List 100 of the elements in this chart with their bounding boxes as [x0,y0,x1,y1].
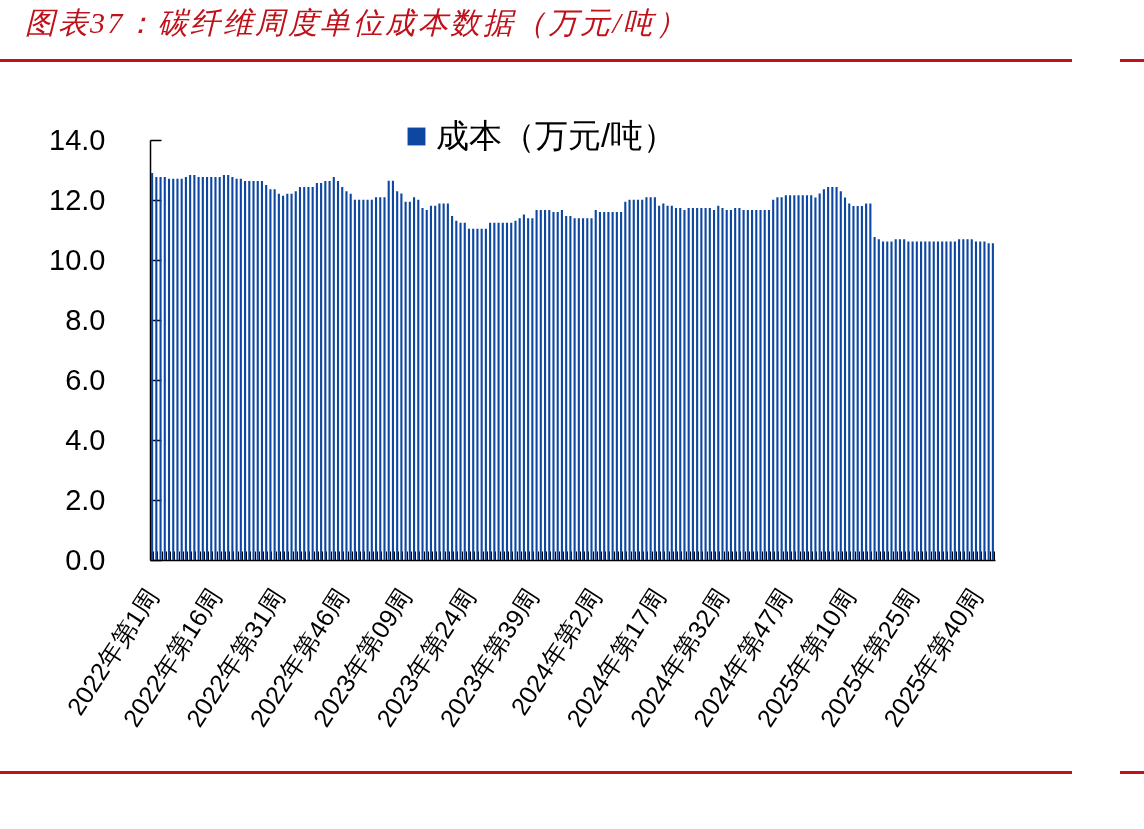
bar [903,239,906,560]
bar [742,209,745,560]
bar [560,209,563,560]
bar [252,181,255,560]
bar [476,228,479,560]
bar [328,181,331,560]
bar [400,193,403,560]
bar [269,189,272,560]
bar [641,199,644,560]
bar [835,187,838,560]
bar [776,197,779,560]
bar [974,241,978,560]
bar [244,181,247,560]
bar [180,178,183,560]
bar [349,193,352,560]
bar [260,181,264,560]
bar [193,175,196,560]
bar [480,228,483,560]
bar [222,175,225,560]
bar [286,193,289,560]
bar [843,197,847,560]
bar [924,241,927,560]
bar [442,203,445,560]
bar [493,222,496,560]
bar [189,175,192,560]
bar [404,201,407,560]
bar [358,199,361,560]
bar [941,241,944,560]
bar [176,178,179,560]
y-tick-label: 8.0 [65,303,106,336]
bar [151,173,154,560]
bar [632,199,635,560]
bar [374,197,378,560]
bar [860,206,863,560]
bar [391,180,394,560]
bar [953,241,956,560]
bar [429,205,433,560]
bar [911,241,914,560]
bar [987,243,990,560]
bar [734,208,737,560]
bar [780,197,783,560]
bar [755,209,758,560]
bar [898,239,901,560]
bar [759,209,762,560]
bar [729,209,732,560]
bar [256,181,259,560]
bar [510,222,513,560]
bar [611,212,614,560]
y-tick-label: 6.0 [65,363,106,396]
bar [172,178,175,560]
bar [624,201,627,560]
bar [282,195,285,560]
bar [362,199,365,560]
bar [991,243,994,560]
bar [396,191,399,560]
bar [717,205,720,560]
bar [569,215,572,560]
bar [797,195,800,560]
bar [827,187,830,560]
y-tick-label: 10.0 [49,243,106,276]
bar [636,199,640,560]
bar [615,212,618,560]
bar [231,176,234,560]
bar [565,215,568,560]
bar [725,209,728,560]
bar [472,228,475,560]
bar [712,209,716,560]
bar [324,181,327,560]
bar [983,241,986,560]
bar [505,222,509,560]
bar [167,178,171,560]
bar [438,203,441,560]
bar [970,239,973,560]
bar [772,199,775,560]
bar [379,197,382,560]
bar [674,208,678,560]
bar [539,209,542,560]
bar [577,218,580,560]
bar [501,222,504,560]
bar [459,222,462,560]
bar [463,222,466,560]
bar [341,187,344,560]
bar [210,176,213,560]
bar [949,241,952,560]
bar [708,208,711,560]
bar [413,197,416,560]
bar [628,199,631,560]
bar [332,176,335,560]
bar [818,193,821,560]
bar [704,208,707,560]
bar [877,239,880,560]
bar [886,241,889,560]
bar [417,199,420,560]
bar [303,187,306,560]
bar [962,239,965,560]
bar [979,241,982,560]
bar [751,209,754,560]
bar [408,201,411,560]
bar [594,209,597,560]
bar [531,218,534,560]
